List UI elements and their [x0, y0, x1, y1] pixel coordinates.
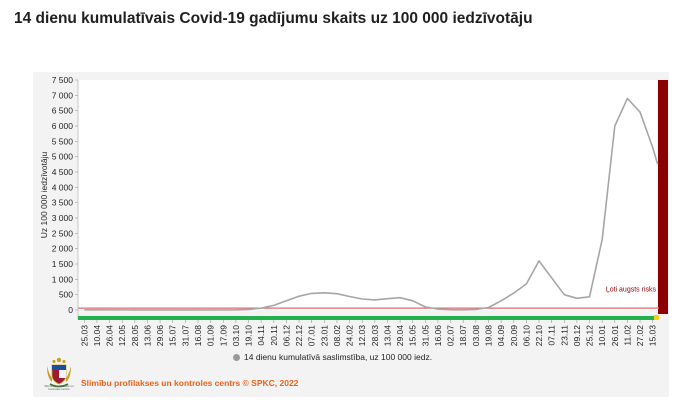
x-tick-label: 31.07	[180, 325, 190, 347]
page-title: 14 dienu kumulatīvais Covid-19 gadījumu …	[14, 10, 533, 27]
x-tick-label: 23.01	[319, 325, 329, 347]
x-tick-label: 07.01	[307, 325, 317, 347]
line-chart: 0 500 1 000 1 500 2 000 2 500 3 000 3 500 4 000 4…	[39, 75, 668, 347]
x-tick-label: 31.05	[420, 325, 430, 347]
x-tick-label: 10.01	[597, 325, 607, 347]
chart-panel: 0 500 1 000 1 500 2 000 2 500 3 000 3 500 4 000 4…	[33, 72, 669, 397]
x-tick-label: 13.04	[382, 325, 392, 347]
x-tick-label: 19.08	[483, 325, 493, 347]
source-credit: Slimību profilakses un kontroles centrs …	[81, 378, 299, 388]
x-tick-label: 03.08	[471, 325, 481, 347]
x-tick-label: 13.06	[142, 325, 152, 347]
y-tick-label: 5 000	[52, 152, 74, 162]
x-tick-label: 12.03	[357, 325, 367, 347]
x-tick-label: 17.09	[218, 325, 228, 347]
x-tick-label: 06.10	[521, 325, 531, 347]
y-tick-label: 2 000	[52, 244, 74, 254]
y-tick-label: 1 500	[52, 259, 74, 269]
x-tick-label: 18.07	[458, 325, 468, 347]
x-tick-label: 07.11	[547, 325, 557, 346]
y-tick-label: 3 500	[52, 198, 74, 208]
latvian-coat-of-arms-logo	[47, 357, 71, 388]
x-tick-label: 15.05	[408, 325, 418, 347]
legend-marker-icon	[233, 354, 240, 361]
risk-strip-medium	[654, 315, 659, 320]
high-risk-band	[658, 80, 668, 314]
y-tick-label: 1 000	[52, 274, 74, 284]
x-tick-label: 22.12	[294, 325, 304, 347]
y-tick-label: 3 000	[52, 213, 74, 223]
x-tick-label: 06.12	[281, 325, 291, 347]
x-tick-label: 19.10	[244, 325, 254, 347]
series-line	[84, 97, 659, 311]
x-tick-label: 12.05	[117, 325, 127, 347]
x-tick-label: 29.06	[155, 325, 165, 347]
x-tick-label: 26.01	[610, 325, 620, 347]
x-tick-label: 28.05	[130, 325, 140, 347]
x-tick-label: 15.07	[168, 325, 178, 347]
y-tick-label: 5 500	[52, 136, 74, 146]
y-tick-label: 4 500	[52, 167, 74, 177]
x-tick-label: 08.02	[332, 325, 342, 347]
plot-area	[78, 80, 659, 310]
x-tick-label: 27.02	[635, 325, 645, 347]
x-tick-label: 01.09	[206, 325, 216, 347]
x-tick-label: 28.03	[370, 325, 380, 347]
x-tick-label: 04.09	[496, 325, 506, 347]
x-tick-label: 16.06	[433, 325, 443, 347]
y-tick-label: 500	[59, 290, 73, 300]
y-tick-label: 7 000	[52, 90, 74, 100]
logo-caption: Slimību profilakses un kontroles centrs	[44, 384, 74, 392]
x-tick-label: 02.07	[446, 325, 456, 347]
chart-legend[interactable]: 14 dienu kumulatīvā saslimstība, uz 100 …	[233, 352, 432, 362]
x-tick-label: 09.12	[572, 325, 582, 347]
x-tick-label: 24.02	[345, 325, 355, 347]
y-tick-label: 2 500	[52, 228, 74, 238]
x-tick-label: 16.08	[193, 325, 203, 347]
x-tick-label: 22.10	[534, 325, 544, 347]
y-axis-title: Uz 100 000 iedzīvotāju	[39, 151, 49, 238]
legend-label: 14 dienu kumulatīvā saslimstība, uz 100 …	[244, 352, 433, 362]
x-tick-label: 11.02	[622, 325, 632, 346]
x-tick-label: 26.04	[105, 325, 115, 347]
y-tick-label: 6 500	[52, 106, 74, 116]
x-tick-label: 20.09	[509, 325, 519, 347]
x-tick-label: 10.04	[92, 325, 102, 347]
y-tick-label: 0	[68, 305, 73, 315]
x-tick-label: 03.10	[231, 325, 241, 347]
y-tick-label: 6 000	[52, 121, 74, 131]
y-tick-label: 4 000	[52, 182, 74, 192]
x-tick-label: 25.12	[585, 325, 595, 347]
x-tick-label: 23.11	[559, 325, 569, 346]
x-tick-label: 04.11	[256, 325, 266, 346]
x-tick-label: 25.03	[79, 325, 89, 347]
x-tick-label: 20.11	[269, 325, 279, 346]
x-tick-label: 15.03	[648, 325, 658, 347]
y-tick-label: 7 500	[52, 75, 74, 85]
risk-band-label: Ļoti augsts risks	[606, 287, 657, 294]
x-tick-label: 29.04	[395, 325, 405, 347]
risk-strip-low	[78, 316, 659, 320]
